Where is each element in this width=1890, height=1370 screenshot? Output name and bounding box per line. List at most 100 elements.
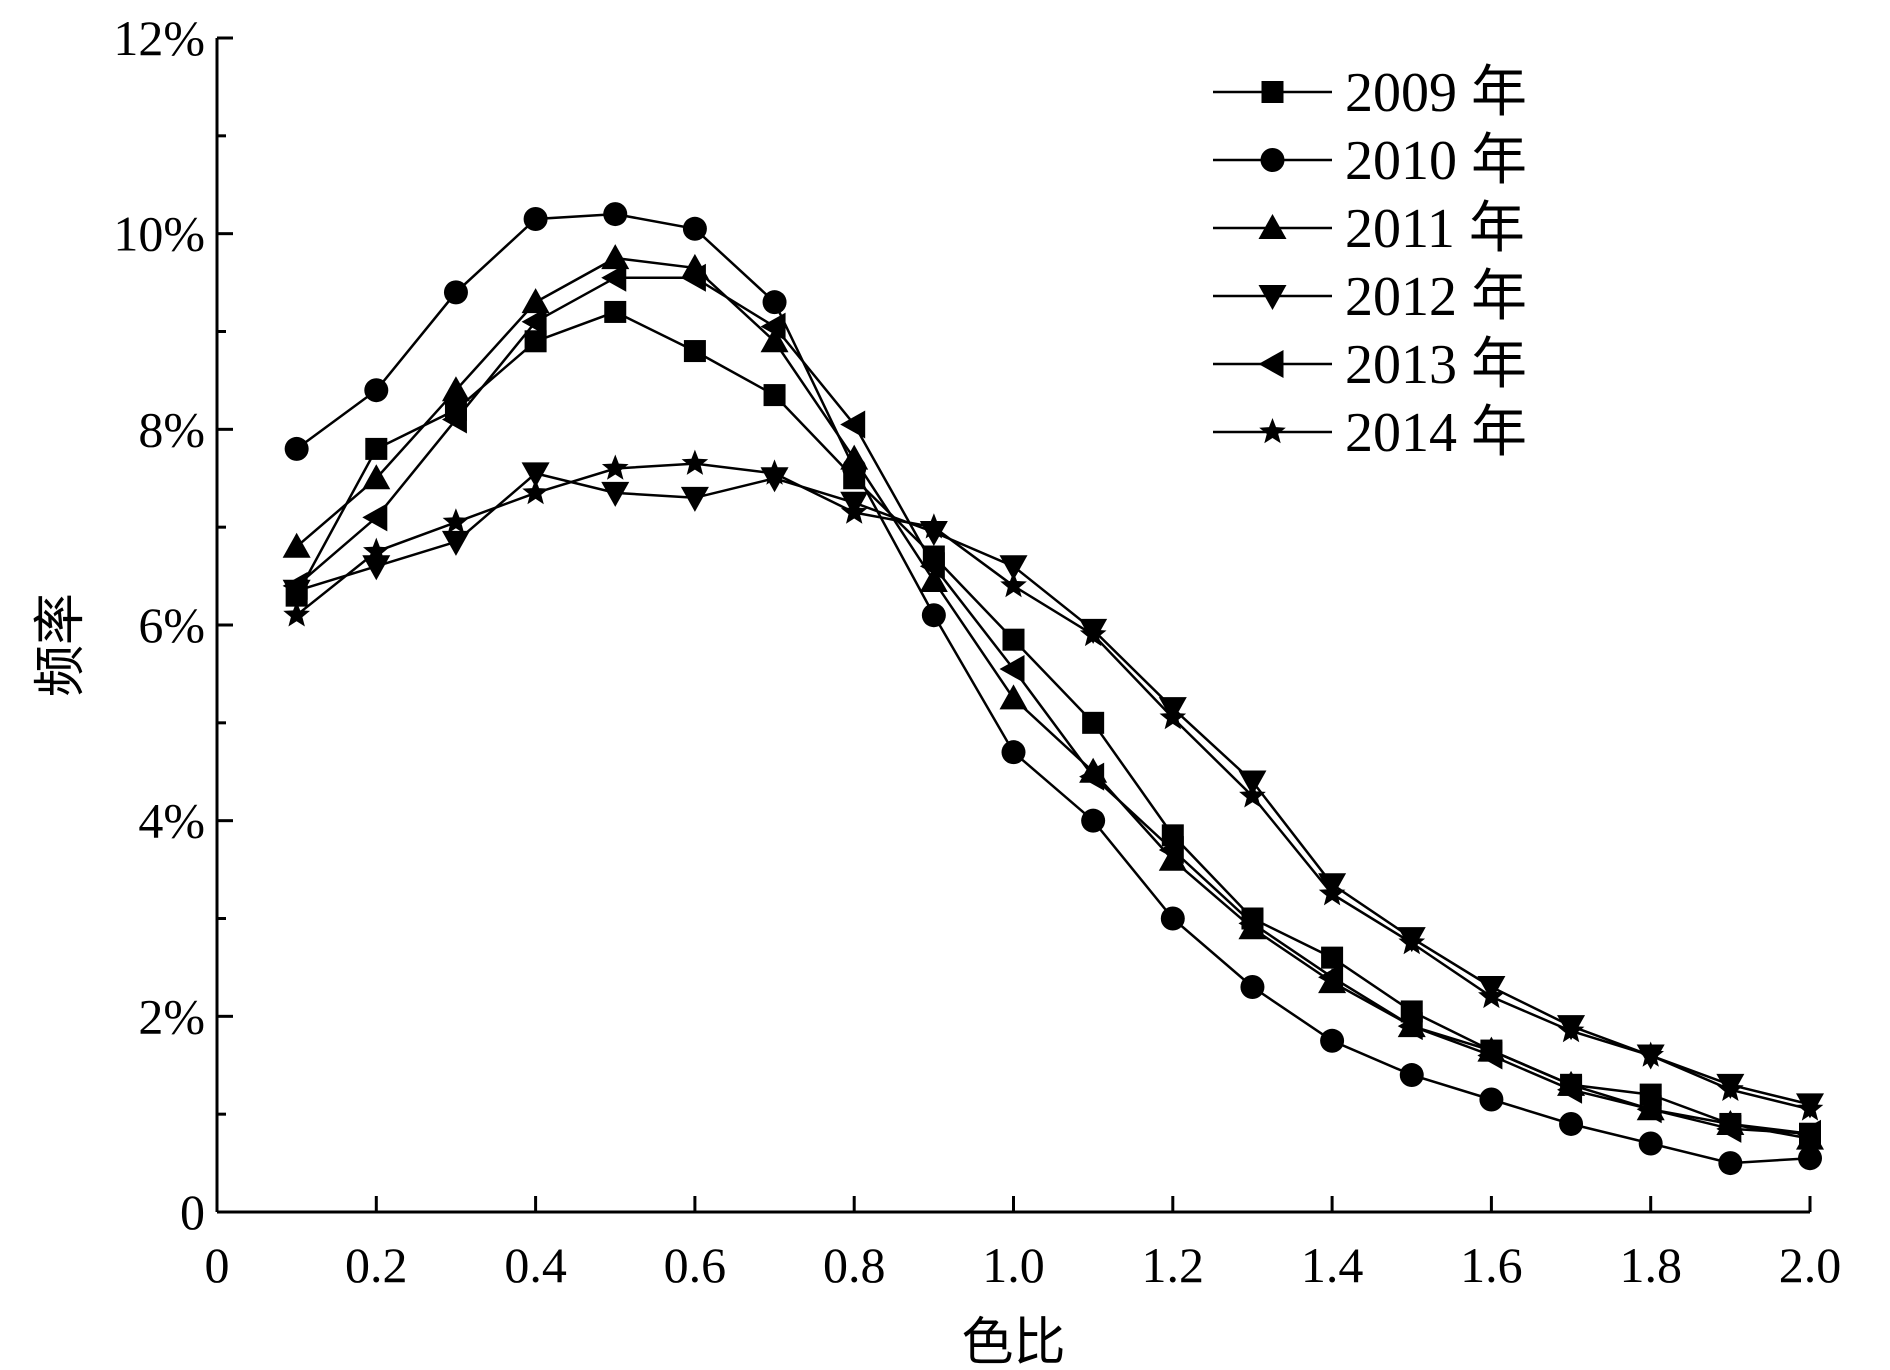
data-point-star [1717,1075,1744,1101]
data-point-circle [1638,1131,1663,1156]
data-point-star [761,459,788,485]
data-point-star [363,537,390,563]
legend-marker-triangle-down [1258,285,1287,310]
legend-label: 2012 年 [1345,266,1527,328]
data-point-square [365,437,388,460]
data-point-triangle-left [1716,1114,1742,1143]
y-axis-title: 频率 [31,593,91,697]
x-tick-label: 2.0 [1779,1237,1842,1293]
legend-item: 2010 年 [1213,130,1527,192]
series-circle [284,202,1822,1176]
x-tick-label: 1.4 [1301,1237,1364,1293]
data-point-triangle-up [441,376,470,402]
legend-item: 2014 年 [1213,402,1527,464]
data-point-square [604,300,627,323]
series-line [295,276,1811,1135]
data-point-triangle-left [1238,909,1264,938]
data-point-square [524,330,547,353]
data-point-triangle-left [760,312,786,341]
data-point-triangle-left [282,571,308,600]
series-star [283,449,1824,1121]
legend-label: 2010 年 [1345,130,1527,192]
data-point-star [1398,929,1426,955]
data-point-triangle-left [1158,836,1184,865]
x-tick-label: 0.6 [664,1237,727,1293]
data-point-circle [1399,1063,1424,1088]
data-point-circle [921,603,946,628]
data-point-square [683,340,706,363]
data-point-triangle-up [919,566,948,592]
data-point-star [1557,1017,1585,1043]
data-point-square [1002,628,1025,651]
data-point-triangle-up [760,327,789,353]
data-point-circle [1160,906,1185,931]
data-point-triangle-left [1557,1075,1583,1104]
data-point-star [1079,620,1107,647]
x-ticks: 0 0.2 0.4 0.6 0.8 1.0 1.2 1.4 1.6 1.8 2.0 [205,1196,1842,1293]
x-tick-label: 1.6 [1460,1237,1523,1293]
data-point-triangle-left [1318,963,1344,992]
data-point-triangle-left [362,503,388,532]
data-point-square [763,384,786,407]
series-line [295,212,1811,1165]
data-point-triangle-left [680,263,706,292]
data-point-triangle-down [521,462,550,488]
legend-label: 2011 年 [1345,198,1525,260]
legend-item: 2012 年 [1213,266,1527,328]
data-point-star [1637,1041,1664,1067]
data-point-star [442,508,470,534]
data-point-triangle-down [680,486,709,512]
legend-marker-square [1261,81,1284,103]
data-point-star [522,478,549,505]
data-point-triangle-left [1796,1119,1821,1148]
data-point-triangle-up [1158,845,1187,871]
data-point-triangle-left [999,655,1025,684]
data-point-square [1321,946,1344,969]
data-point-circle [443,280,468,305]
data-point-triangle-left [601,263,627,292]
data-point-star [681,449,709,475]
data-point-star [1000,571,1027,598]
data-point-triangle-up [601,244,630,270]
data-point-triangle-up [362,464,391,490]
data-point-triangle-left [1079,762,1105,791]
data-point-circle [682,216,707,241]
data-point-circle [1081,808,1106,833]
data-point-star [1318,880,1346,906]
data-point-triangle-left [919,552,945,581]
data-point-triangle-left [1477,1041,1503,1070]
x-tick-label: 0 [205,1237,230,1293]
y-tick-label: 6% [138,597,205,653]
data-point-triangle-up [521,288,550,314]
x-tick-label: 1.8 [1619,1237,1682,1293]
data-point-circle [1798,1146,1822,1171]
data-point-star [1239,782,1266,808]
y-tick-label: 4% [138,793,205,849]
legend-label: 2009 年 [1345,62,1527,124]
data-point-star [283,601,310,627]
legend-item: 2009 年 [1213,62,1527,124]
series-line [296,472,1811,1106]
data-point-circle [1001,740,1026,765]
legend-marker-circle [1260,148,1285,172]
legend-item: 2013 年 [1213,334,1527,396]
series-line [295,256,1811,1140]
x-tick-label: 0.8 [823,1237,886,1293]
data-point-triangle-left [840,410,866,439]
legend-marker-star [1259,418,1286,444]
x-tick-label: 0.4 [504,1237,567,1293]
data-point-star [601,454,629,480]
data-point-triangle-up [282,532,311,558]
legend-marker-triangle-left [1258,350,1284,378]
data-point-circle [523,206,548,231]
data-point-circle [1240,974,1265,999]
data-point-circle [1559,1111,1584,1136]
data-point-circle [364,378,389,403]
data-point-triangle-down [601,481,630,507]
data-point-star [840,498,868,524]
data-point-triangle-down [441,530,470,556]
data-point-star [1478,982,1505,1009]
data-point-triangle-down [999,555,1028,581]
y-tick-label: 2% [138,988,205,1044]
y-tick-label: 8% [138,401,205,457]
